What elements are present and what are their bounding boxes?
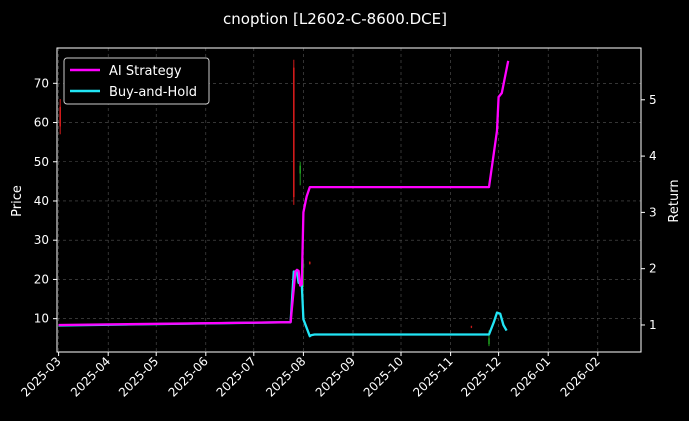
left-y-tick-label: 10: [34, 312, 49, 326]
legend-label-ai-strategy: AI Strategy: [109, 64, 182, 79]
left-y-tick-label: 50: [34, 155, 49, 169]
x-tick-label: 2025-10: [361, 354, 406, 399]
x-tick-label: 2025-12: [458, 354, 503, 399]
x-tick-label: 2025-05: [116, 354, 161, 399]
grid-layer: [57, 48, 641, 352]
legend-box: [63, 57, 210, 105]
left-y-tick-label: 40: [34, 194, 49, 208]
right-y-tick-label: 5: [649, 93, 657, 107]
candle-layer: [59, 59, 490, 347]
right-y-tick-label: 2: [649, 262, 657, 276]
series-layer: [58, 60, 510, 338]
x-tick-label: 2025-07: [214, 354, 259, 399]
x-tick-label: 2025-03: [18, 354, 63, 399]
x-tick-label: 2026-01: [508, 354, 553, 399]
left-y-tick-label: 30: [34, 233, 49, 247]
price-candle-body: [293, 67, 295, 198]
plot-frame: [56, 47, 642, 353]
price-candle-body: [302, 263, 305, 268]
left-y-axis-ticks: 10 20 30 40 50 60 70: [34, 76, 57, 326]
right-y-axis-ticks: 1 2 3 4 5: [641, 93, 657, 332]
left-y-tick-label: 60: [34, 116, 49, 130]
right-y-tick-label: 1: [649, 318, 657, 332]
legend: AI Strategy Buy-and-Hold: [63, 57, 210, 105]
series-line-ai-strategy: [58, 60, 510, 327]
legend-label-buy-and-hold: Buy-and-Hold: [109, 85, 197, 100]
price-candle-body: [299, 165, 301, 174]
x-axis-ticks: 2025-03 2025-04 2025-05 2025-06 2025-07 2025-…: [18, 352, 603, 400]
left-y-tick-label: 20: [34, 272, 49, 286]
x-tick-label: 2025-06: [166, 354, 211, 399]
chart-title: cnoption [L2602-C-8600.DCE]: [223, 10, 447, 28]
left-y-tick-label: 70: [34, 76, 49, 90]
left-y-axis-label: Price: [10, 185, 25, 217]
price-candle-body: [309, 262, 311, 264]
x-tick-label: 2025-09: [313, 354, 358, 399]
price-candle-body: [470, 326, 473, 328]
x-tick-label: 2025-08: [263, 354, 308, 399]
x-tick-label: 2025-04: [68, 354, 113, 399]
x-tick-label: 2026-02: [558, 354, 603, 399]
price-candle-body: [59, 106, 61, 127]
series-line-buy-and-hold: [58, 270, 508, 338]
right-y-axis-label: Return: [667, 179, 682, 222]
right-y-tick-label: 4: [649, 149, 657, 163]
x-tick-label: 2025-11: [410, 354, 455, 399]
price-candle-body: [488, 338, 490, 345]
right-y-tick-label: 3: [649, 205, 657, 219]
